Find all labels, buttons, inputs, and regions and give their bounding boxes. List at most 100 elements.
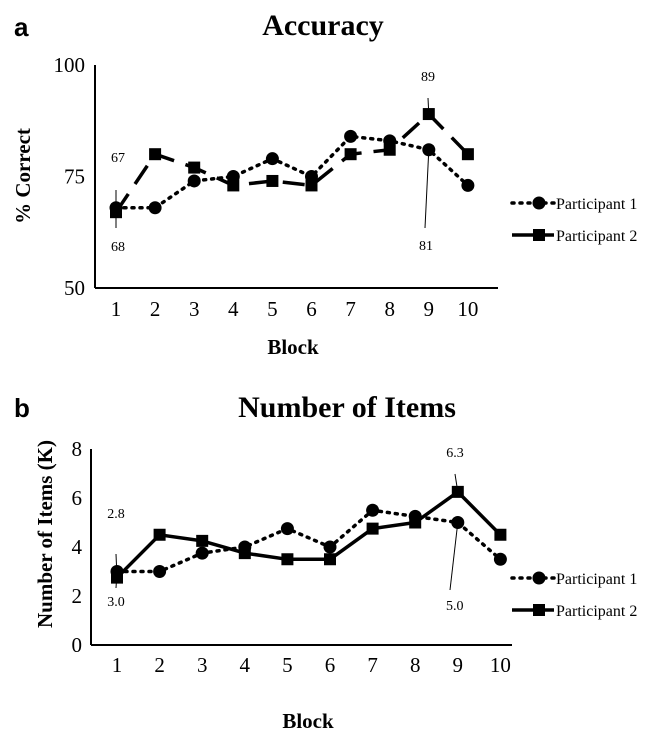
data-point-square <box>238 547 251 560</box>
value-annotations: 67 68 89 81 <box>111 70 435 255</box>
data-point-square <box>281 553 294 566</box>
legend: Participant 1 Participant 2 <box>510 571 637 620</box>
series-line <box>114 134 470 210</box>
y-tick-label: 75 <box>64 165 85 189</box>
data-point-square <box>324 553 336 566</box>
legend-marker-circle <box>532 196 546 210</box>
annotation-leader <box>449 522 459 591</box>
data-point-square <box>149 148 162 161</box>
x-tick-labels: 1 2 3 4 5 6 7 8 9 10 <box>111 297 479 321</box>
legend-marker-square <box>533 604 545 616</box>
series-markers <box>109 108 475 219</box>
series-line <box>115 490 502 579</box>
data-point-square <box>383 143 396 156</box>
x-tick-label: 5 <box>282 653 293 677</box>
data-point-square <box>461 148 474 161</box>
data-point-square <box>366 522 379 535</box>
data-label: 81 <box>419 239 433 254</box>
data-label: 3.0 <box>107 595 125 610</box>
data-point-square <box>153 528 166 541</box>
annotation-leader <box>115 571 118 589</box>
data-point-circle <box>148 201 162 215</box>
series-line <box>115 508 503 574</box>
y-tick-label: 2 <box>72 584 83 608</box>
data-point-square <box>196 534 209 547</box>
number-of-items-panel: b Number of Items Number of Items (K) Bl… <box>14 391 637 733</box>
legend-label: Participant 2 <box>556 603 637 620</box>
y-tick-label: 8 <box>72 437 83 461</box>
data-point-circle <box>153 565 167 578</box>
legend-label: Participant 2 <box>556 228 637 245</box>
annotation-leader <box>454 473 459 492</box>
data-point-square <box>305 179 318 192</box>
chart-title: Number of Items <box>238 391 456 424</box>
data-point-square <box>266 174 279 187</box>
y-axis-label: Number of Items (K) <box>33 440 57 628</box>
data-label: 68 <box>111 240 125 255</box>
data-point-circle <box>344 129 358 143</box>
x-tick-label: 4 <box>240 653 251 677</box>
x-tick-label: 4 <box>228 297 239 321</box>
y-tick-label: 50 <box>64 276 85 300</box>
x-tick-label: 10 <box>490 653 511 677</box>
series-lines <box>114 112 470 214</box>
data-point-circle <box>187 174 201 188</box>
y-tick-label: 6 <box>72 486 83 510</box>
x-tick-label: 7 <box>345 297 356 321</box>
x-tick-label: 2 <box>150 297 161 321</box>
series-lines <box>115 490 503 579</box>
legend: Participant 1 Participant 2 <box>510 196 637 245</box>
x-tick-label: 9 <box>424 297 435 321</box>
data-point-square <box>344 148 357 161</box>
legend-marker-circle <box>532 571 546 585</box>
x-tick-label: 1 <box>112 653 123 677</box>
data-label: 67 <box>111 151 125 166</box>
x-tick-label: 3 <box>197 653 208 677</box>
x-tick-label: 6 <box>325 653 336 677</box>
data-point-circle <box>366 503 380 517</box>
x-tick-label: 5 <box>267 297 278 321</box>
x-tick-label: 2 <box>154 653 165 677</box>
data-point-circle <box>195 546 209 560</box>
x-tick-label: 10 <box>457 297 478 321</box>
y-tick-labels: 0 2 4 6 8 <box>72 437 83 657</box>
x-tick-labels: 1 2 3 4 5 6 7 8 9 10 <box>112 653 511 677</box>
x-tick-label: 7 <box>367 653 378 677</box>
chart-title: Accuracy <box>262 9 384 42</box>
data-point-circle <box>493 552 507 566</box>
x-tick-label: 1 <box>111 297 122 321</box>
x-axis-label: Block <box>282 709 334 733</box>
x-tick-label: 9 <box>453 653 464 677</box>
data-point-circle <box>323 540 337 554</box>
data-label: 2.8 <box>107 507 125 522</box>
annotation-leader <box>424 149 430 229</box>
panel-letter-b: b <box>14 393 30 423</box>
x-tick-label: 3 <box>189 297 200 321</box>
x-tick-label: 6 <box>306 297 317 321</box>
legend-marker-square <box>533 229 545 241</box>
value-annotations: 2.8 3.0 6.3 5.0 <box>107 446 464 614</box>
y-tick-label: 100 <box>54 53 86 77</box>
data-label: 89 <box>421 70 435 85</box>
x-tick-label: 8 <box>410 653 421 677</box>
data-point-square <box>409 516 422 529</box>
data-point-circle <box>265 152 279 166</box>
data-point-circle <box>461 178 475 192</box>
legend-label: Participant 1 <box>556 196 637 213</box>
x-tick-label: 8 <box>384 297 395 321</box>
legend-label: Participant 1 <box>556 571 637 588</box>
data-point-square <box>227 179 240 192</box>
annotation-leader <box>427 97 430 115</box>
y-tick-labels: 50 75 100 <box>54 53 86 300</box>
x-axis-label: Block <box>267 335 319 359</box>
data-label: 6.3 <box>446 446 464 461</box>
y-axis-label: % Correct <box>11 128 35 224</box>
y-tick-label: 4 <box>72 535 83 559</box>
panel-letter-a: a <box>14 12 29 42</box>
data-point-square <box>494 528 507 541</box>
series-line <box>114 112 470 214</box>
y-tick-label: 0 <box>72 633 83 657</box>
data-label: 5.0 <box>446 599 464 614</box>
